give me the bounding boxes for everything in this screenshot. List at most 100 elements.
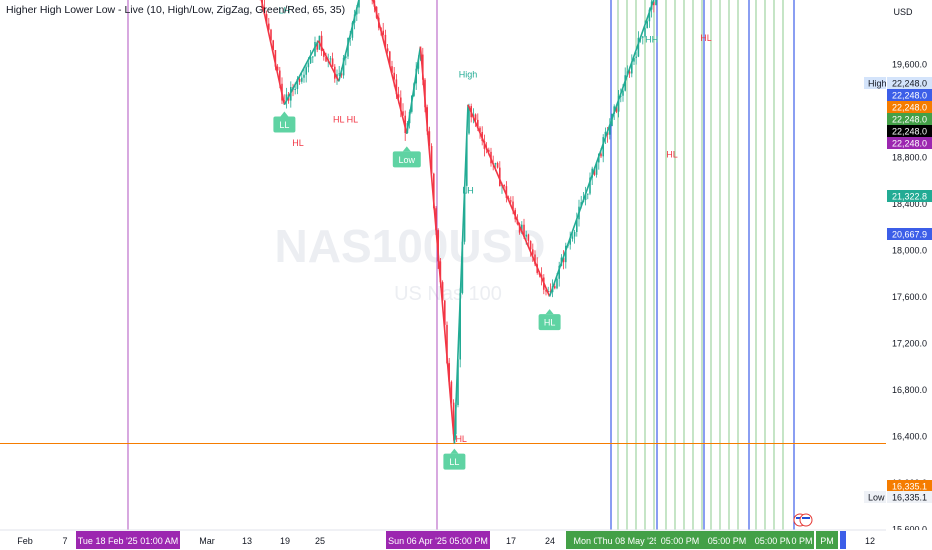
candle-body bbox=[556, 278, 558, 289]
pivot-label-pointer bbox=[402, 146, 411, 152]
candle-body bbox=[576, 219, 578, 232]
price-badge-value: 22,248.0 bbox=[892, 139, 927, 149]
pivot-label-text: LH bbox=[279, 6, 291, 16]
candle-body bbox=[532, 249, 534, 255]
candle-body bbox=[279, 70, 281, 84]
date-badge-text: Tue 18 Feb '25 01:00 AM bbox=[78, 536, 178, 546]
candle-body bbox=[512, 201, 514, 210]
pivot-label-text: Low bbox=[399, 155, 416, 165]
candle-body bbox=[309, 56, 312, 64]
price-badge-value: 21,322.8 bbox=[892, 192, 927, 202]
price-badge-caption: Low bbox=[868, 493, 885, 503]
candle-body bbox=[298, 78, 301, 82]
candle-body bbox=[265, 14, 268, 24]
candle-body bbox=[631, 61, 633, 74]
candle-body bbox=[499, 167, 501, 187]
candle-body bbox=[270, 29, 272, 41]
candle-body bbox=[296, 78, 299, 89]
candle-body bbox=[503, 185, 505, 187]
candle-body bbox=[617, 96, 620, 112]
candle-body bbox=[587, 193, 589, 195]
candle-body bbox=[386, 48, 389, 52]
date-badge-text: 05:00 PM bbox=[708, 536, 747, 546]
price-badge-value: 20,667.9 bbox=[892, 230, 927, 240]
time-tick-label: 7 bbox=[62, 536, 67, 546]
pivot-label-pointer bbox=[545, 309, 554, 315]
zigzag-segment bbox=[372, 0, 408, 134]
price-badge-value: 16,335.1 bbox=[892, 493, 927, 503]
candle-body bbox=[461, 241, 464, 294]
zigzag-segment bbox=[419, 46, 456, 444]
candle-body bbox=[600, 153, 602, 157]
candle-body bbox=[549, 291, 552, 293]
zigzag-segment bbox=[338, 0, 360, 82]
candle-body bbox=[433, 173, 435, 209]
zigzag-segment bbox=[467, 104, 551, 297]
pivot-label-pointer bbox=[280, 111, 289, 117]
price-badge bbox=[887, 491, 932, 503]
price-tick-label: 17,600.0 bbox=[892, 292, 927, 302]
candle-body bbox=[457, 359, 459, 405]
price-badge bbox=[887, 137, 932, 149]
candle-body bbox=[653, 1, 655, 6]
candle-body bbox=[389, 51, 391, 67]
pivot-label-text: LH bbox=[462, 186, 474, 196]
price-tick-label: 15,600.0 bbox=[892, 525, 927, 535]
candle-body bbox=[402, 111, 404, 116]
price-tick-label: 18,400.0 bbox=[892, 199, 927, 209]
pivot-label-text: HL bbox=[544, 318, 556, 328]
candle-body bbox=[463, 185, 466, 242]
candle-body bbox=[644, 28, 646, 37]
date-badge-text: Thu 08 May '25 bbox=[597, 536, 659, 546]
pivot-label-box bbox=[273, 116, 296, 133]
candle-body bbox=[384, 34, 387, 49]
candle-body bbox=[545, 289, 547, 292]
pivot-label-text: HH bbox=[645, 35, 658, 45]
pivot-label-text: LL bbox=[279, 120, 289, 130]
date-badge bbox=[386, 531, 490, 549]
candle-body bbox=[571, 236, 574, 239]
candle-body bbox=[622, 90, 624, 96]
candle-body bbox=[527, 234, 530, 241]
candle-body bbox=[468, 106, 470, 134]
candle-body bbox=[340, 73, 343, 76]
price-badge bbox=[887, 89, 932, 101]
price-badge-caption: High bbox=[868, 79, 887, 89]
pivot-label-text: LL bbox=[449, 457, 459, 467]
currency-label: USD bbox=[893, 7, 913, 17]
price-badge bbox=[887, 101, 932, 113]
date-badge bbox=[566, 531, 606, 549]
pivot-label-text: HL bbox=[292, 138, 304, 148]
price-badge-caption-bg bbox=[864, 77, 886, 89]
candle-body bbox=[325, 56, 327, 62]
candle-body bbox=[272, 40, 274, 51]
candle-body bbox=[274, 50, 277, 67]
candle-body bbox=[496, 163, 499, 168]
price-badge bbox=[887, 113, 932, 125]
candle-body bbox=[444, 300, 446, 325]
date-badge bbox=[656, 531, 704, 549]
zigzag-segment bbox=[283, 40, 320, 106]
candle-body bbox=[276, 66, 279, 71]
candle-body bbox=[573, 231, 576, 237]
price-badge bbox=[887, 228, 932, 240]
candle-body bbox=[521, 224, 523, 233]
candle-body bbox=[595, 162, 598, 175]
price-tick-label: 17,200.0 bbox=[892, 339, 927, 349]
date-badge bbox=[76, 531, 180, 549]
candle-body bbox=[358, 0, 360, 8]
candle-body bbox=[312, 56, 314, 58]
pivot-label-text: HL bbox=[333, 115, 345, 125]
candle-body bbox=[642, 36, 644, 38]
candle-body bbox=[479, 127, 481, 132]
price-tick-label: 19,600.0 bbox=[892, 60, 927, 70]
candle-body bbox=[342, 57, 345, 76]
candle-body bbox=[382, 30, 384, 35]
date-badge-text: Sun 06 Apr '25 05:00 PM bbox=[388, 536, 488, 546]
candle-body bbox=[609, 125, 611, 135]
calendar-flag-icon-stripe bbox=[802, 517, 810, 519]
price-tick-label: 18,800.0 bbox=[892, 153, 927, 163]
candle-body bbox=[351, 22, 354, 38]
pivot-label-box bbox=[392, 151, 421, 168]
